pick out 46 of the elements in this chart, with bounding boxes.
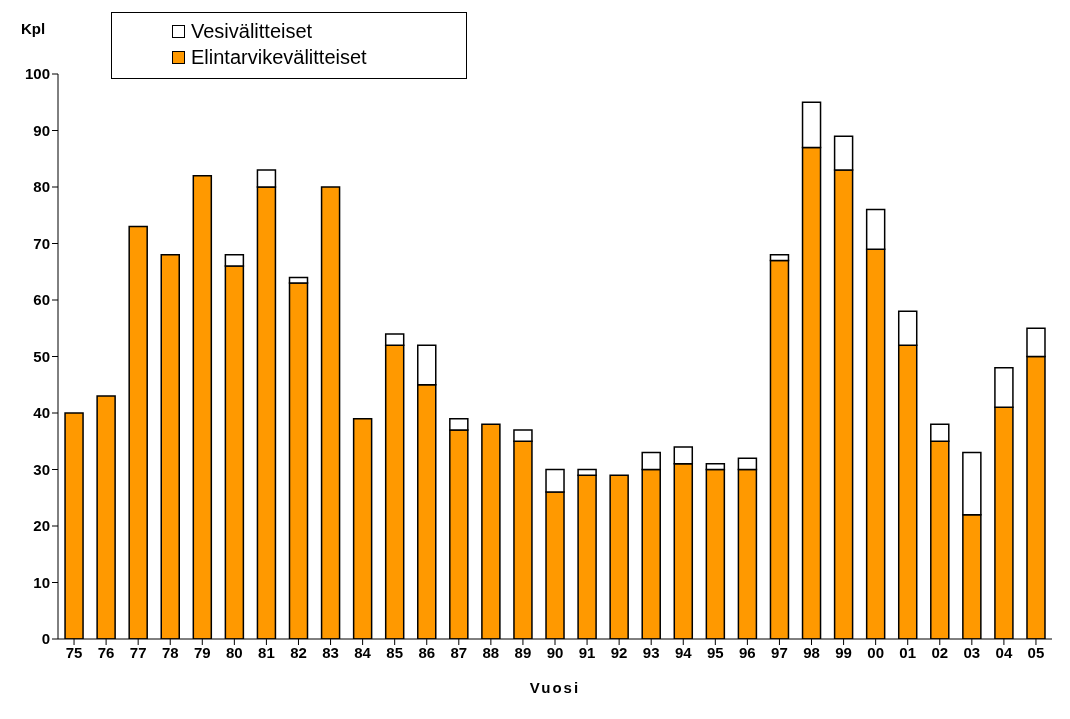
y-tick-label: 20 [33,517,50,535]
x-tick-label: 05 [1027,643,1045,661]
x-tick-label: 78 [161,643,179,661]
x-axis-title: Vuosi [529,679,581,696]
y-tick-label: 30 [33,460,50,478]
y-tick-label: 60 [33,291,50,309]
y-tick-label: 0 [41,630,50,648]
x-tick-label: 79 [193,643,211,661]
x-tick-label: 77 [129,643,147,661]
x-tick-label: 90 [546,643,564,661]
x-tick-label: 03 [963,643,981,661]
x-tick-label: 81 [258,643,275,661]
y-tick-label: 70 [33,234,50,252]
legend-label: Elintarvikevälitteiset [191,46,367,69]
x-tick-label: 00 [867,643,884,661]
y-tick-label: 10 [33,573,50,591]
x-tick-label: 98 [803,643,820,661]
x-tick-label: 96 [739,643,756,661]
x-tick-label: 92 [610,643,628,661]
x-tick-label: 82 [290,643,307,661]
x-tick-label: 93 [642,643,660,661]
y-axis-title: Kpl [20,20,46,37]
x-tick-label: 91 [578,643,596,661]
legend-label: Vesivälitteiset [191,20,313,43]
x-tick-label: 85 [386,643,404,661]
y-tick-label: 100 [24,65,50,83]
x-tick-label: 88 [482,643,500,661]
y-tick-label: 90 [33,121,50,139]
x-tick-label: 86 [418,643,436,661]
x-tick-label: 99 [835,643,852,661]
x-tick-label: 89 [514,643,532,661]
x-tick-label: 95 [706,643,724,661]
x-tick-label: 01 [899,643,917,661]
y-tick-label: 40 [33,404,50,422]
x-tick-label: 75 [65,643,83,661]
x-tick-label: 94 [674,643,693,661]
x-tick-label: 80 [226,643,243,661]
x-tick-label: 02 [931,643,949,661]
y-tick-label: 50 [33,347,50,365]
x-tick-label: 97 [771,643,788,661]
x-tick-label: 76 [97,643,115,661]
x-tick-label: 84 [354,643,372,661]
x-tick-label: 83 [322,643,339,661]
x-tick-label: 87 [450,643,468,661]
y-tick-label: 80 [33,178,50,196]
x-tick-label: 04 [995,643,1013,661]
